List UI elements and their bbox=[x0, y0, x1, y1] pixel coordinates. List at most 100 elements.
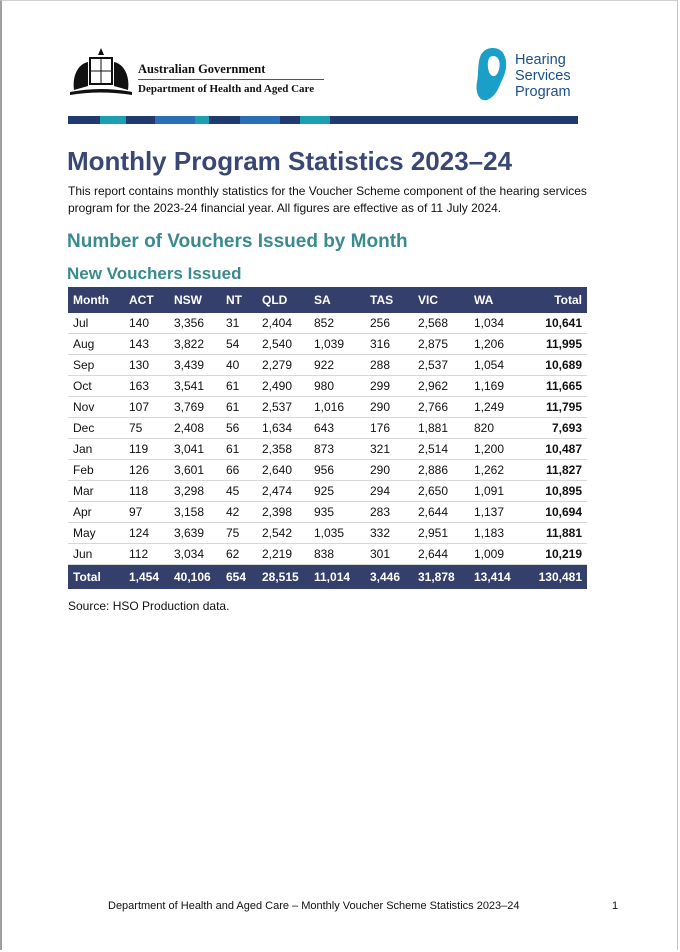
table-cell: 11,995 bbox=[525, 333, 587, 355]
table-cell: 10,219 bbox=[525, 543, 587, 565]
table-cell: 1,881 bbox=[413, 417, 469, 439]
table-cell: 107 bbox=[124, 396, 169, 418]
table-cell: 2,398 bbox=[257, 501, 309, 523]
table-cell: 10,487 bbox=[525, 438, 587, 460]
table-cell: 130 bbox=[124, 354, 169, 376]
table-cell: 332 bbox=[365, 522, 413, 544]
table-cell: 2,404 bbox=[257, 313, 309, 334]
table-cell: 321 bbox=[365, 438, 413, 460]
total-cell: 13,414 bbox=[469, 564, 525, 589]
table-row: Jan 119 3,041 61 2,358 873 321 2,514 1,200 10,487 bbox=[68, 438, 587, 460]
logo-text: Program bbox=[515, 84, 571, 100]
table-cell: 2,640 bbox=[257, 459, 309, 481]
table-cell: 925 bbox=[309, 480, 365, 502]
column-header: SA bbox=[309, 287, 365, 313]
table-cell: 54 bbox=[221, 333, 257, 355]
table-cell: 2,542 bbox=[257, 522, 309, 544]
table-cell: 3,769 bbox=[169, 396, 221, 418]
department-name: Department of Health and Aged Care bbox=[138, 83, 315, 95]
table-cell: 61 bbox=[221, 375, 257, 397]
table-cell: 838 bbox=[309, 543, 365, 565]
table-cell: 1,634 bbox=[257, 417, 309, 439]
table-cell: Aug bbox=[68, 333, 124, 355]
divider bbox=[138, 79, 324, 80]
table-cell: 1,183 bbox=[469, 522, 525, 544]
table-cell: 2,540 bbox=[257, 333, 309, 355]
table-cell: 61 bbox=[221, 396, 257, 418]
table-cell: 299 bbox=[365, 375, 413, 397]
table-cell: 290 bbox=[365, 459, 413, 481]
table-row: Apr 97 3,158 42 2,398 935 283 2,644 1,137 10,694 bbox=[68, 501, 587, 523]
table-cell: 3,541 bbox=[169, 375, 221, 397]
total-cell: 1,454 bbox=[124, 564, 169, 589]
color-bar bbox=[100, 116, 126, 124]
total-cell: 11,014 bbox=[309, 564, 365, 589]
table-cell: 283 bbox=[365, 501, 413, 523]
table-cell: 2,219 bbox=[257, 543, 309, 565]
table-row: Jun 112 3,034 62 2,219 838 301 2,644 1,009 10,219 bbox=[68, 543, 587, 565]
table-cell: 75 bbox=[221, 522, 257, 544]
column-header: VIC bbox=[413, 287, 469, 313]
table-cell: 294 bbox=[365, 480, 413, 502]
table-cell: 140 bbox=[124, 313, 169, 334]
total-cell: 28,515 bbox=[257, 564, 309, 589]
table-row: Nov 107 3,769 61 2,537 1,016 290 2,766 1,249 11,7… bbox=[68, 396, 587, 418]
table-cell: 11,665 bbox=[525, 375, 587, 397]
table-cell: 2,568 bbox=[413, 313, 469, 334]
table-cell: 1,262 bbox=[469, 459, 525, 481]
table-cell: 3,041 bbox=[169, 438, 221, 460]
color-bar bbox=[300, 116, 330, 124]
table-cell: 2,490 bbox=[257, 375, 309, 397]
table-cell: 1,137 bbox=[469, 501, 525, 523]
table-cell: 852 bbox=[309, 313, 365, 334]
logo-text: Services bbox=[515, 68, 571, 84]
table-cell: 1,009 bbox=[469, 543, 525, 565]
table-cell: 316 bbox=[365, 333, 413, 355]
color-bar bbox=[240, 116, 280, 124]
table-cell: 2,951 bbox=[413, 522, 469, 544]
table-cell: 2,644 bbox=[413, 501, 469, 523]
table-cell: 11,881 bbox=[525, 522, 587, 544]
table-cell: 42 bbox=[221, 501, 257, 523]
column-header: NT bbox=[221, 287, 257, 313]
table-cell: 31 bbox=[221, 313, 257, 334]
table-cell: 10,895 bbox=[525, 480, 587, 502]
total-cell: Total bbox=[68, 564, 124, 589]
table-cell: 62 bbox=[221, 543, 257, 565]
table-cell: 119 bbox=[124, 438, 169, 460]
source-note: Source: HSO Production data. bbox=[68, 599, 230, 613]
table-cell: 1,206 bbox=[469, 333, 525, 355]
table-cell: Jun bbox=[68, 543, 124, 565]
table-cell: 3,298 bbox=[169, 480, 221, 502]
table-cell: 176 bbox=[365, 417, 413, 439]
table-row: Sep 130 3,439 40 2,279 922 288 2,537 1,054 10,689 bbox=[68, 354, 587, 376]
table-cell: 288 bbox=[365, 354, 413, 376]
table-cell: 10,694 bbox=[525, 501, 587, 523]
table-cell: Jan bbox=[68, 438, 124, 460]
total-cell: 40,106 bbox=[169, 564, 221, 589]
table-cell: Oct bbox=[68, 375, 124, 397]
section-heading: Number of Vouchers Issued by Month bbox=[67, 231, 408, 252]
table-cell: 2,650 bbox=[413, 480, 469, 502]
hearing-logo bbox=[476, 48, 507, 101]
table-cell: 2,279 bbox=[257, 354, 309, 376]
government-name: Australian Government bbox=[138, 62, 266, 76]
table-cell: 11,827 bbox=[525, 459, 587, 481]
table-cell: 935 bbox=[309, 501, 365, 523]
total-cell: 3,446 bbox=[365, 564, 413, 589]
table-cell: 3,356 bbox=[169, 313, 221, 334]
header-row: Month ACT NSW NT QLD SA TAS VIC WA Total bbox=[68, 287, 587, 313]
color-bar bbox=[195, 116, 209, 124]
logo-text: Hearing bbox=[515, 52, 566, 68]
table-cell: 11,795 bbox=[525, 396, 587, 418]
table-cell: 3,822 bbox=[169, 333, 221, 355]
table-cell: 1,016 bbox=[309, 396, 365, 418]
column-header: WA bbox=[469, 287, 525, 313]
intro: This report contains monthly statistics … bbox=[68, 184, 587, 215]
table-cell: Nov bbox=[68, 396, 124, 418]
table-cell: 1,035 bbox=[309, 522, 365, 544]
footer-text: Department of Health and Aged Care – Mon… bbox=[108, 900, 520, 912]
table-cell: 2,644 bbox=[413, 543, 469, 565]
total-cell: 130,481 bbox=[525, 564, 587, 589]
